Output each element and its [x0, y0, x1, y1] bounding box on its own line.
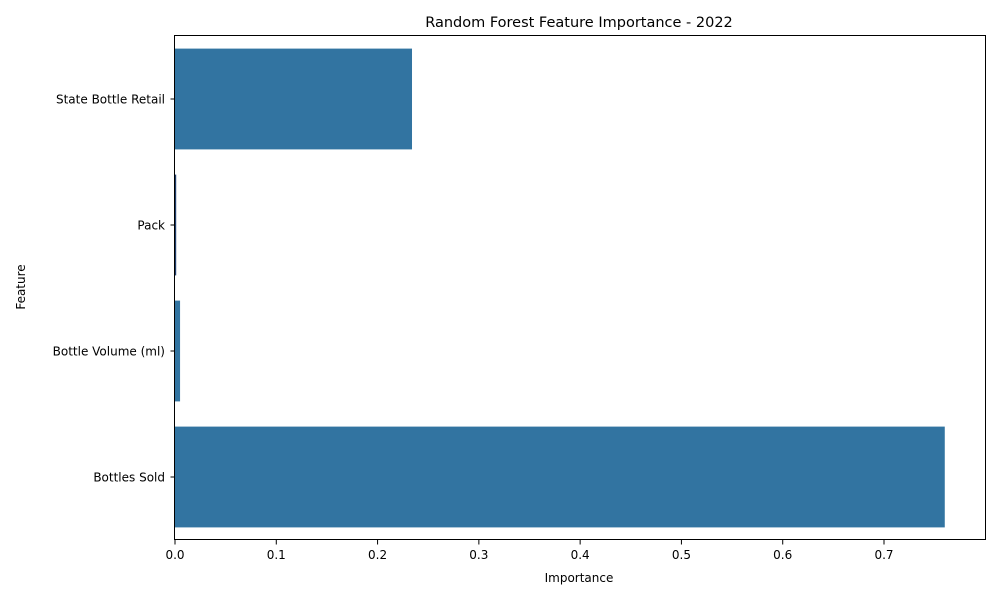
x-tick-label: 0.3 [469, 548, 488, 562]
bars-group [175, 48, 945, 528]
y-tick-label: State Bottle Retail [56, 93, 165, 107]
x-tick-label: 0.6 [773, 548, 792, 562]
bar-bottle-volume-ml [175, 300, 181, 402]
bar-bottles-sold [175, 426, 945, 528]
bar-state-bottle-retail [175, 48, 413, 150]
x-tick-label: 0.4 [571, 548, 590, 562]
y-ticks-group: State Bottle Retail Pack Bottle Volume (ml… [53, 93, 175, 485]
x-tick-label: 0.7 [874, 548, 893, 562]
chart-title: Random Forest Feature Importance - 2022 [425, 15, 733, 31]
y-tick-label: Bottle Volume (ml) [53, 345, 165, 359]
plot-frame [174, 35, 986, 540]
x-tick-label: 0.0 [165, 548, 184, 562]
y-tick-label: Bottles Sold [93, 471, 165, 485]
x-tick-label: 0.2 [368, 548, 387, 562]
bar-pack [175, 174, 177, 276]
x-axis-label: Importance [545, 571, 614, 585]
y-tick-label: Pack [137, 219, 165, 233]
x-ticks-group: 0.0 0.1 0.2 0.3 0.4 0.5 0.6 0.7 [165, 540, 894, 562]
y-axis-label: Feature [14, 264, 28, 309]
x-tick-label: 0.5 [672, 548, 691, 562]
x-tick-label: 0.1 [267, 548, 286, 562]
